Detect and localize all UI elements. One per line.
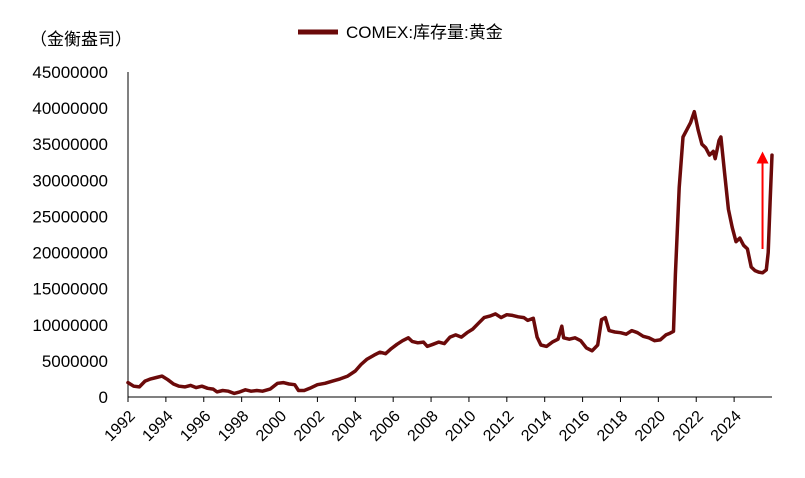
plot-area [126, 109, 774, 396]
y-tick-label: 15000000 [32, 280, 108, 299]
y-tick-label: 5000000 [42, 352, 108, 371]
x-tick-label: 1994 [139, 408, 176, 445]
x-tick-label: 2000 [253, 408, 290, 445]
x-tick-label: 2024 [708, 408, 745, 445]
y-tick-label: 0 [99, 388, 108, 407]
y-tick-label: 20000000 [32, 244, 108, 263]
y-tick-label: 30000000 [32, 171, 108, 190]
annotations [756, 151, 769, 249]
legend: COMEX:库存量:黄金 [298, 23, 503, 42]
x-tick-label: 1996 [177, 408, 214, 445]
x-tick-label: 2008 [405, 408, 442, 445]
x-tick-label: 2022 [670, 408, 707, 445]
y-tick-label: 40000000 [32, 99, 108, 118]
x-tick-label: 2018 [594, 408, 631, 445]
x-tick-label: 2020 [632, 408, 669, 445]
y-tick-label: 25000000 [32, 207, 108, 226]
series-line [126, 109, 774, 396]
x-tick-label: 2010 [442, 408, 479, 445]
y-tick-label: 45000000 [32, 63, 108, 82]
x-tick-label: 2002 [291, 408, 328, 445]
y-axis: 0 5000000 10000000 15000000 20000000 25000000… [32, 63, 129, 407]
y-unit-label: （金衡盎司） [30, 30, 132, 49]
x-axis: 1992 1994 1996 1998 2000 2002 2004 2006 2008 2010… [102, 396, 772, 445]
x-tick-label: 2014 [518, 408, 555, 445]
legend-label: COMEX:库存量:黄金 [346, 23, 503, 42]
y-tick-label: 35000000 [32, 135, 108, 154]
x-tick-label: 2012 [480, 408, 517, 445]
annotation-arrow-head [756, 151, 769, 164]
y-tick-label: 10000000 [32, 316, 108, 335]
x-tick-label: 1992 [102, 408, 139, 445]
x-tick-label: 1998 [215, 408, 252, 445]
x-tick-label: 2016 [556, 408, 593, 445]
x-tick-label: 2004 [329, 408, 366, 445]
x-tick-label: 2006 [367, 408, 404, 445]
